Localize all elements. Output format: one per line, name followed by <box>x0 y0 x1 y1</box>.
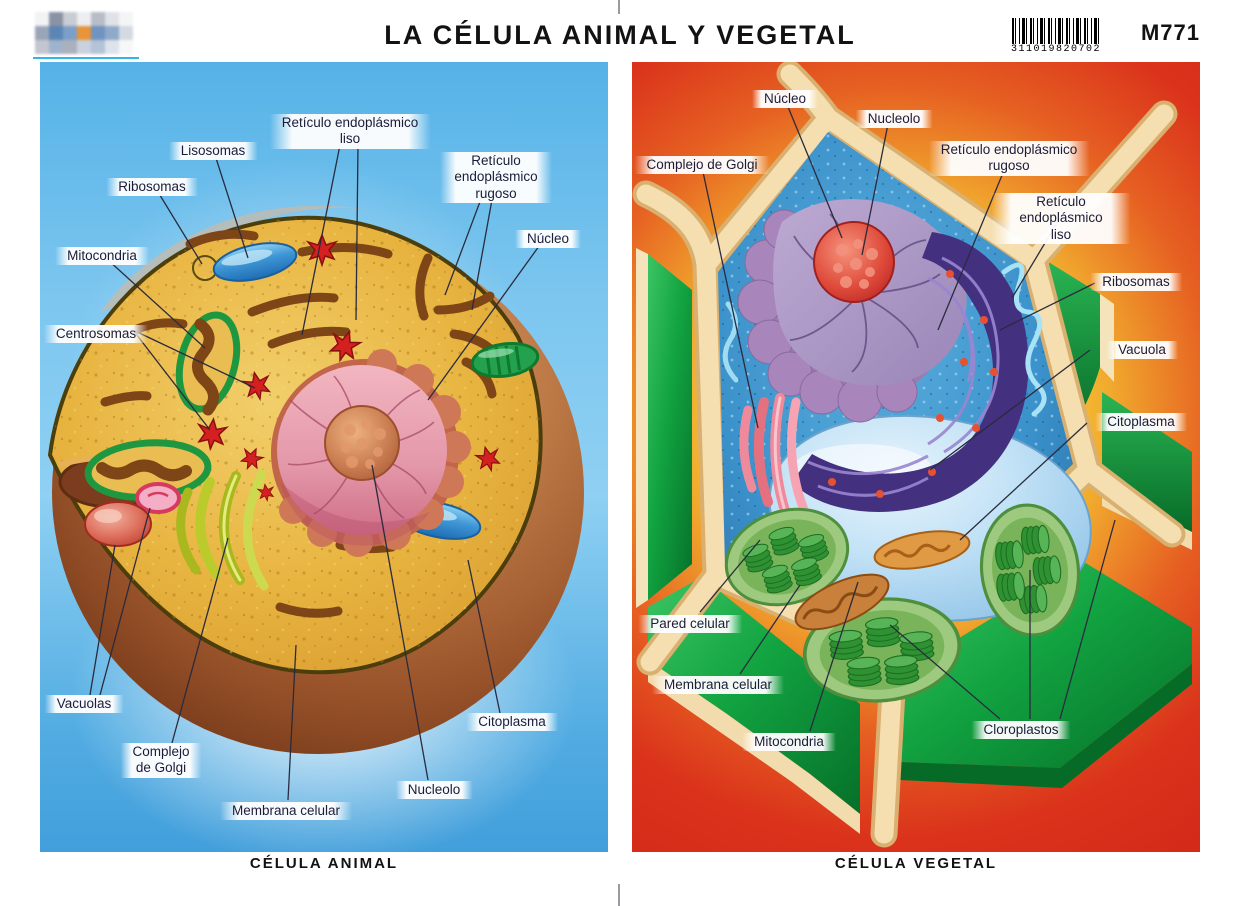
barcode <box>1012 18 1100 44</box>
er-ribosome-dots <box>828 270 998 498</box>
label-membrana-celular: Membrana celular <box>651 676 785 695</box>
nucleus <box>271 349 471 557</box>
mitochondria <box>84 311 241 501</box>
label-reticulo-endoplasmico-rugoso: Retículo endoplásmico rugoso <box>440 152 552 204</box>
green-capsule-organelle <box>470 342 540 378</box>
vegetal-caption: CÉLULA VEGETAL <box>834 855 998 872</box>
label-reticulo-endoplasmico-liso: Retículo endoplásmico liso <box>269 114 431 149</box>
smooth-er <box>1001 262 1047 417</box>
label-mitocondria: Mitocondria <box>55 247 149 266</box>
mitochondria <box>794 530 971 631</box>
golgi-apparatus <box>739 393 809 519</box>
publisher-logo-blurred <box>35 12 133 54</box>
logo-underline <box>33 57 139 59</box>
fold-mark-bottom <box>618 884 620 906</box>
label-nucleolo: Nucleolo <box>855 110 933 129</box>
label-citoplasma: Citoplasma <box>1095 413 1187 432</box>
label-centrosomas: Centrosomas <box>43 325 149 344</box>
fold-mark-top <box>618 0 620 14</box>
label-citoplasma: Citoplasma <box>466 713 558 732</box>
animal-organelles <box>84 229 540 618</box>
label-ribosomas: Ribosomas <box>106 178 198 197</box>
label-complejo-de-golgi: Complejo de Golgi <box>634 156 770 175</box>
label-pared-celular: Pared celular <box>638 615 742 634</box>
label-lisosomas: Lisosomas <box>168 142 258 161</box>
label-cloroplastos: Cloroplastos <box>971 721 1071 740</box>
barcode-digits: 311019820702 <box>1010 44 1101 55</box>
leader-lines <box>89 144 543 801</box>
plant-organelles <box>714 199 1092 708</box>
vacuoles <box>84 482 181 547</box>
label-nucleo: Núcleo <box>514 230 582 249</box>
golgi-apparatus <box>176 469 269 591</box>
label-ribosomas: Ribosomas <box>1090 273 1182 292</box>
label-membrana-celular: Membrana celular <box>219 802 353 821</box>
label-nucleolo: Nucleolo <box>395 781 473 800</box>
nucleus <box>737 199 967 423</box>
animal-caption: CÉLULA ANIMAL <box>249 855 399 872</box>
page-title: LA CÉLULA ANIMAL Y VEGETAL <box>384 20 856 50</box>
label-vacuolas: Vacuolas <box>44 695 124 714</box>
label-vacuola: Vacuola <box>1106 341 1178 360</box>
plant-cell-illustration <box>632 62 1192 848</box>
plant-cell-panel: Núcleo Nucleolo Complejo de Golgi Retícu… <box>632 62 1200 852</box>
label-reticulo-endoplasmico-liso: Retículo endoplásmico liso <box>991 193 1131 245</box>
animal-cell-panel: Retículo endoplásmico liso Lisosomas Rib… <box>40 62 608 852</box>
label-reticulo-endoplasmico-rugoso: Retículo endoplásmico rugoso <box>928 141 1090 176</box>
animal-cell-illustration <box>47 144 584 801</box>
label-mitocondria: Mitocondria <box>742 733 836 752</box>
label-nucleo: Núcleo <box>751 90 819 109</box>
rough-er <box>792 232 1029 512</box>
label-complejo-de-golgi: Complejo de Golgi <box>120 743 202 778</box>
product-code: M771 <box>1140 20 1200 45</box>
